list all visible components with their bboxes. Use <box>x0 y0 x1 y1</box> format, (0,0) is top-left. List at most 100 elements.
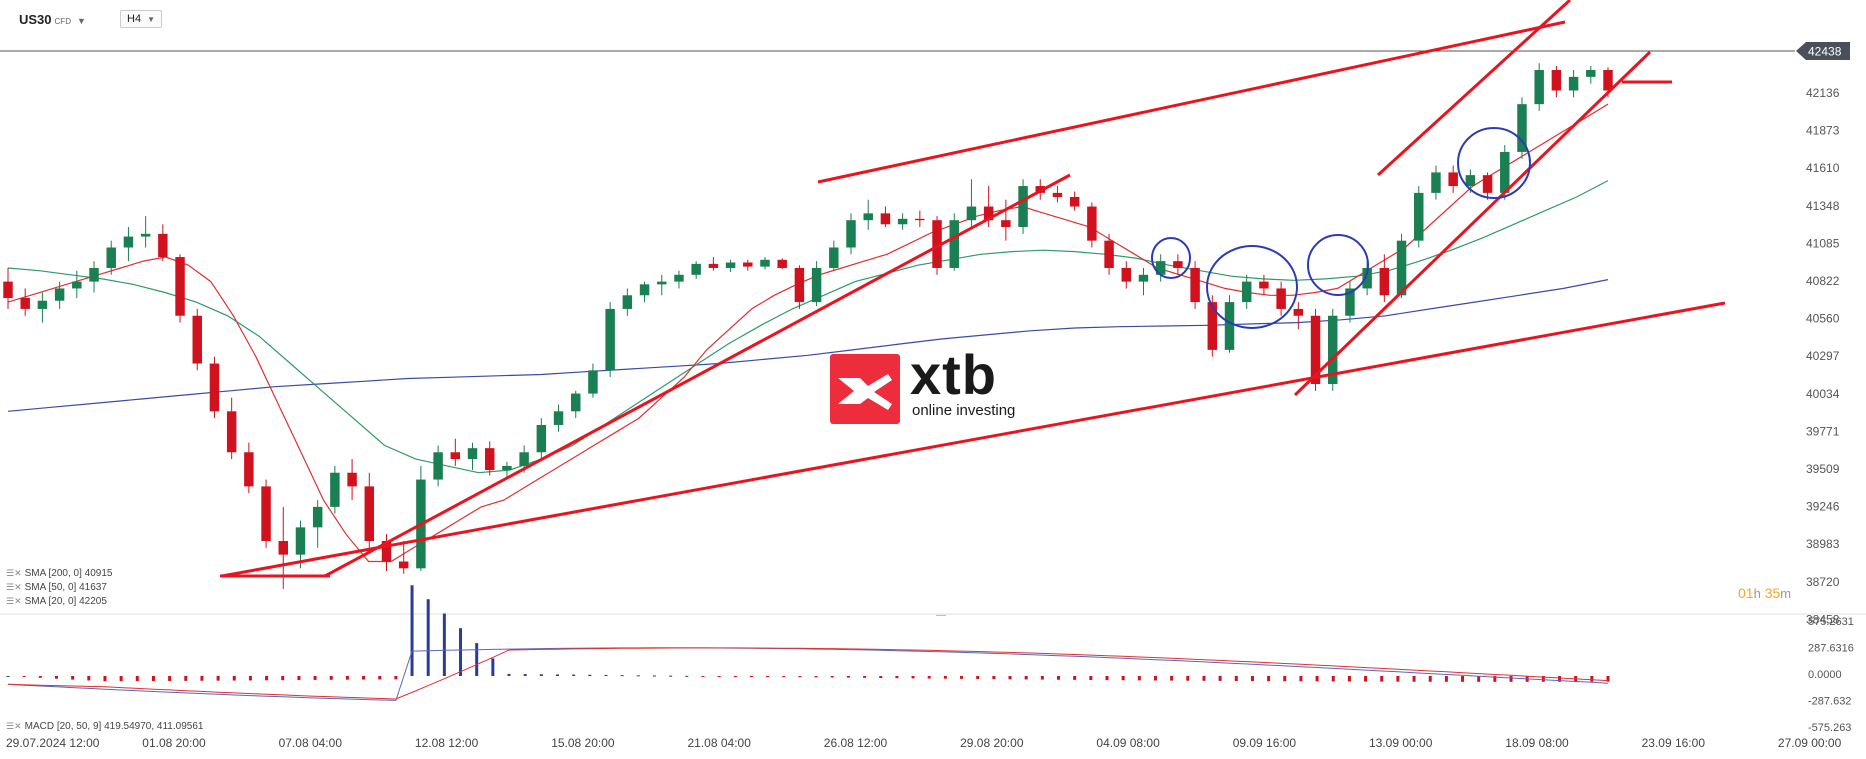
macd-histogram-bar <box>1283 676 1287 682</box>
macd-legend[interactable]: ☰✕ MACD [20, 50, 9] 419.54970, 411.09561 <box>6 721 204 732</box>
trendlines <box>220 0 1726 578</box>
menu-icon[interactable]: ☰✕ <box>6 568 22 578</box>
macd-histogram-bar <box>54 676 58 679</box>
macd-histogram-bar <box>232 676 236 681</box>
candle-body <box>1482 175 1493 193</box>
time-axis[interactable]: 29.07.2024 12:00 01.08 20:00 07.08 04:00 12… <box>6 736 1842 750</box>
indicator-legend-sma50[interactable]: ☰✕ SMA [50, 0] 41637 <box>6 582 107 593</box>
macd-histogram-bar <box>992 676 996 680</box>
candle <box>725 259 736 273</box>
candle <box>605 302 615 378</box>
price-tick-label: 41085 <box>1806 236 1840 250</box>
current-price-badge <box>1796 42 1850 60</box>
symbol-selector[interactable]: US30 CFD ▼ <box>19 12 86 27</box>
macd-histogram-bar <box>1396 676 1400 682</box>
candle-body <box>1276 288 1286 309</box>
logo-tagline: online investing <box>912 402 1016 419</box>
macd-histogram-bar <box>669 675 673 677</box>
macd-histogram-bar <box>863 676 867 678</box>
candle <box>880 206 891 228</box>
candle-body <box>760 259 770 267</box>
candle-body <box>244 452 254 487</box>
macd-histogram-bar <box>976 676 980 679</box>
candle-body <box>657 281 667 285</box>
candle-body <box>1173 261 1183 268</box>
macd-histogram-bar <box>717 676 721 677</box>
macd-histogram-bar <box>1315 676 1319 682</box>
macd-tick-label: 287.6316 <box>1808 643 1854 655</box>
candle <box>89 261 99 293</box>
timeframe-selector[interactable]: H4 ▼ <box>120 10 162 28</box>
candle <box>347 459 357 501</box>
candle <box>1087 202 1097 248</box>
pane-handle: — <box>936 610 946 621</box>
candle-body <box>1121 267 1132 282</box>
candle-body <box>140 233 151 237</box>
price-axis[interactable]: 42136 41873 41610 41348 41085 40822 40560 40297… <box>1796 42 1854 734</box>
timeframe-label: H4 <box>127 13 142 25</box>
macd-histogram-bar <box>168 676 172 681</box>
price-tick-label: 38720 <box>1806 575 1840 589</box>
candle-body <box>312 506 323 528</box>
macd-histogram-bar <box>895 676 899 679</box>
candle-body <box>3 281 13 299</box>
price-tick-label: 39246 <box>1806 500 1840 514</box>
indicator-legend-sma200[interactable]: ☰✕ SMA [200, 0] 40915 <box>6 568 113 579</box>
candle <box>897 213 908 230</box>
candle <box>760 257 770 270</box>
macd-histogram-bar <box>620 675 624 677</box>
macd-line <box>7 647 1609 701</box>
candle <box>192 308 202 371</box>
macd-histogram-bar <box>1089 676 1093 681</box>
macd-histogram-bar <box>1590 676 1594 682</box>
candle <box>416 465 426 572</box>
macd-histogram-bar <box>1461 676 1465 682</box>
candle-body <box>536 424 547 453</box>
candle-body <box>708 263 719 268</box>
candle-body <box>1534 70 1544 105</box>
candle <box>433 445 443 487</box>
price-tick-label: 38458 <box>1806 612 1840 626</box>
macd-histogram-bar <box>1137 676 1141 681</box>
candle-body <box>467 448 478 460</box>
candle-body <box>725 262 736 268</box>
candle-body <box>398 561 409 569</box>
candle <box>1190 261 1200 309</box>
indicator-legend-sma20[interactable]: ☰✕ SMA [20, 0] 42205 <box>6 596 107 607</box>
candle-body <box>295 527 306 555</box>
candle <box>467 442 478 471</box>
macd-histogram-bar <box>1364 676 1368 682</box>
menu-icon[interactable]: ☰✕ <box>6 582 22 592</box>
macd-histogram-bar <box>1040 676 1044 680</box>
candle-body <box>588 370 598 394</box>
candle <box>484 441 495 476</box>
macd-tick-label: 575.2631 <box>1808 616 1854 628</box>
menu-icon[interactable]: ☰✕ <box>6 721 22 731</box>
macd-histogram-bar <box>491 658 495 676</box>
time-tick-label: 07.08 04:00 <box>279 736 343 750</box>
candle <box>1414 186 1424 248</box>
candle-body <box>777 259 787 268</box>
price-tick-label: 42136 <box>1806 86 1840 100</box>
rising-support-trendline <box>324 173 1071 578</box>
candle-body <box>1241 281 1252 303</box>
candle-body <box>1345 288 1355 316</box>
candle-body <box>880 213 891 225</box>
candle-body <box>347 472 357 487</box>
candle-body <box>915 218 925 221</box>
candle <box>1104 233 1114 275</box>
macd-histogram-bar <box>604 674 608 676</box>
candle-body <box>209 363 220 412</box>
candle-body <box>519 452 529 466</box>
candle-body <box>1431 172 1441 193</box>
macd-histogram-bar <box>216 676 220 681</box>
candle-body <box>932 220 942 268</box>
candle <box>3 267 13 309</box>
candle <box>72 270 82 299</box>
menu-icon[interactable]: ☰✕ <box>6 596 22 606</box>
candle <box>37 292 48 323</box>
macd-histogram-bar <box>927 676 931 679</box>
macd-histogram-bar <box>394 676 398 680</box>
macd-histogram-bar <box>1380 676 1384 682</box>
